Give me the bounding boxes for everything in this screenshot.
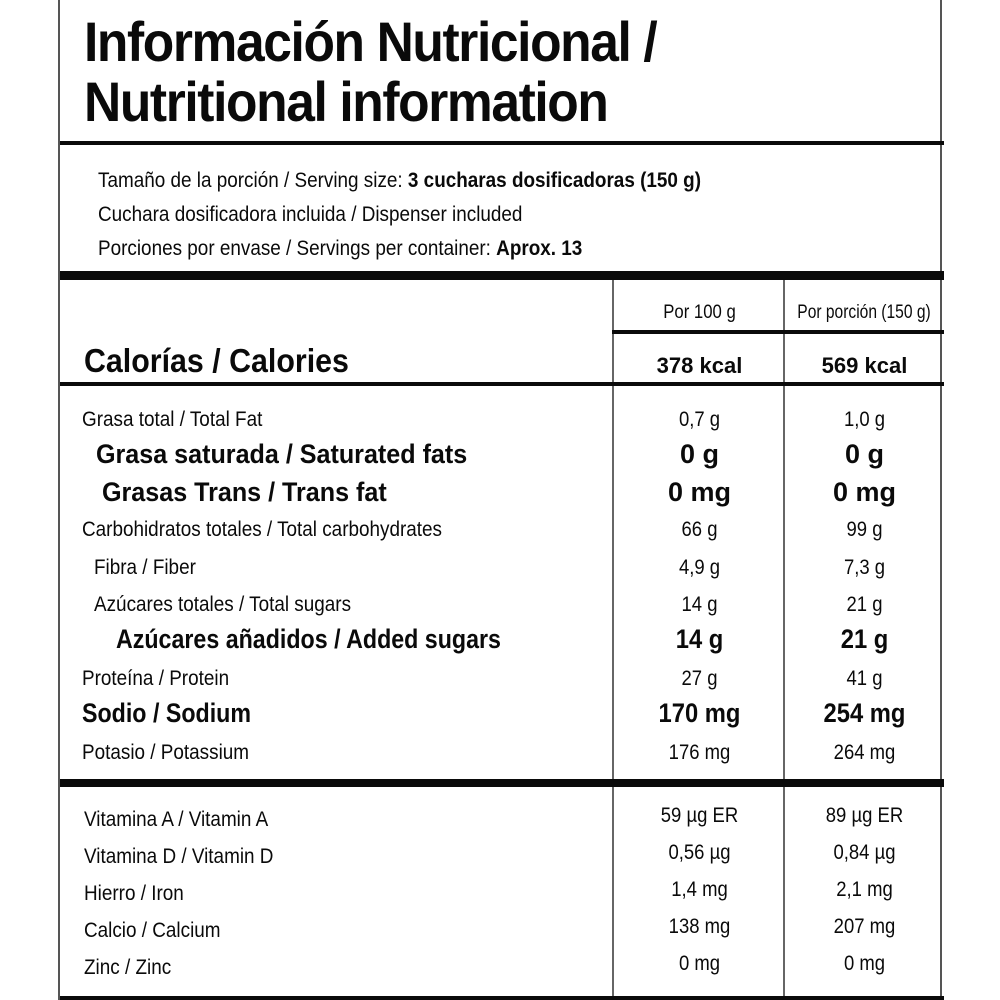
nutrient-name: Vitamina A / Vitamin A (84, 808, 269, 831)
nutrient-per-serving: 0 mg (832, 477, 897, 507)
nutrient-row-protein: Proteína / Protein 27 g 41 g (60, 667, 944, 703)
nutrient-name: Calcio / Calcium (84, 919, 221, 942)
nutrient-name: Zinc / Zinc (84, 956, 172, 979)
nutrient-per-serving: 99 g (846, 518, 883, 541)
serving-size-value: 3 cucharas dosificadoras (150 g) (407, 169, 701, 192)
nutrient-per-100g: 4,9 g (678, 556, 721, 579)
nutrient-row-saturated-fat: Grasa saturada / Saturated fats 0 g 0 g (60, 439, 944, 479)
nutrient-per-serving: 0 mg (843, 952, 886, 975)
nutrient-per-100g: 0 mg (678, 952, 721, 975)
nutrient-per-serving: 89 µg ER (825, 804, 904, 827)
nutrient-name: Grasa total / Total Fat (82, 408, 263, 431)
serving-size-label: Tamaño de la porción / Serving size: (98, 169, 408, 192)
nutrient-per-serving: 2,1 mg (836, 878, 893, 901)
title-line-1: Información Nutricional / (84, 10, 658, 73)
serving-size: Tamaño de la porción / Serving size: 3 c… (98, 169, 701, 193)
nutrient-per-100g: 0 g (679, 439, 719, 469)
nutrient-per-100g: 14 g (675, 624, 724, 654)
calories-label: Calorías / Calories (84, 342, 349, 379)
micronutrient-row-vitamin-a: Vitamina A / Vitamin A 59 µg ER 89 µg ER (60, 804, 944, 844)
nutrient-row-sodium: Sodio / Sodium 170 mg 254 mg (60, 698, 944, 738)
nutrient-per-serving: 264 mg (833, 741, 896, 764)
nutrient-per-100g: 176 mg (668, 741, 731, 764)
nutrient-per-100g: 1,4 mg (671, 878, 728, 901)
nutrient-per-100g: 0,7 g (678, 408, 721, 431)
nutrient-name: Azúcares totales / Total sugars (94, 593, 352, 616)
nutrient-per-100g: 14 g (681, 593, 718, 616)
column-header-divider (612, 330, 944, 334)
nutrient-name: Vitamina D / Vitamin D (84, 845, 274, 868)
micronutrient-row-vitamin-d: Vitamina D / Vitamin D 0,56 µg 0,84 µg (60, 841, 944, 881)
title-divider (60, 141, 944, 145)
nutrient-per-100g: 66 g (681, 518, 718, 541)
nutrition-label: Información Nutricional / Nutritional in… (58, 0, 944, 1000)
nutrient-per-100g: 170 mg (658, 698, 741, 728)
nutrient-per-serving: 7,3 g (843, 556, 886, 579)
column-header-per-serving: Por porción (150 g) (797, 302, 931, 323)
nutrient-name: Proteína / Protein (82, 667, 230, 690)
dispenser-note: Cuchara dosificadora incluida / Dispense… (98, 203, 523, 226)
nutrient-name: Hierro / Iron (84, 882, 184, 905)
micronutrient-row-calcium: Calcio / Calcium 138 mg 207 mg (60, 915, 944, 955)
nutrient-row-fiber: Fibra / Fiber 4,9 g 7,3 g (60, 556, 944, 592)
nutrient-row-added-sugars: Azúcares añadidos / Added sugars 14 g 21… (60, 624, 944, 664)
nutrient-per-100g: 0,56 µg (668, 841, 731, 864)
nutrient-per-100g: 27 g (681, 667, 718, 690)
column-divider-2 (783, 280, 785, 1000)
nutrient-per-serving: 0 g (844, 439, 884, 469)
nutrient-name: Potasio / Potassium (82, 741, 250, 764)
servings-per-container: Porciones por envase / Servings per cont… (98, 237, 582, 261)
nutrient-per-serving: 0,84 µg (833, 841, 896, 864)
nutrient-per-100g: 59 µg ER (660, 804, 739, 827)
nutrient-name: Sodio / Sodium (82, 698, 251, 728)
nutrient-per-100g: 0 mg (667, 477, 732, 507)
calories-per-serving: 569 kcal (821, 353, 908, 378)
micronutrient-row-zinc: Zinc / Zinc 0 mg 0 mg (60, 952, 944, 992)
nutrient-row-trans-fat: Grasas Trans / Trans fat 0 mg 0 mg (60, 477, 944, 517)
nutrient-row-total-carbs: Carbohidratos totales / Total carbohydra… (60, 518, 944, 554)
nutrient-per-serving: 254 mg (823, 698, 906, 728)
nutrient-per-serving: 41 g (846, 667, 883, 690)
nutrient-per-serving: 1,0 g (843, 408, 886, 431)
nutrient-row-total-sugars: Azúcares totales / Total sugars 14 g 21 … (60, 593, 944, 629)
nutrient-name: Fibra / Fiber (94, 556, 196, 579)
nutrient-per-serving: 207 mg (833, 915, 896, 938)
calories-per-100g: 378 kcal (656, 353, 743, 378)
nutrient-row-total-fat: Grasa total / Total Fat 0,7 g 1,0 g (60, 408, 944, 444)
serving-divider (60, 271, 944, 280)
nutrient-name: Grasas Trans / Trans fat (102, 477, 387, 507)
column-header-per-100g: Por 100 g (663, 302, 736, 323)
title-line-2: Nutritional information (84, 70, 609, 133)
bottom-border (60, 996, 944, 1000)
calories-divider (60, 382, 944, 386)
nutrient-row-potassium: Potasio / Potassium 176 mg 264 mg (60, 741, 944, 777)
servings-per-container-label: Porciones por envase / Servings per cont… (98, 237, 497, 260)
nutrient-per-serving: 21 g (846, 593, 883, 616)
micronutrient-row-iron: Hierro / Iron 1,4 mg 2,1 mg (60, 878, 944, 918)
column-divider-1 (612, 280, 614, 1000)
servings-per-container-value: Aprox. 13 (496, 237, 583, 260)
micronutrient-divider (60, 779, 944, 787)
nutrient-name: Carbohidratos totales / Total carbohydra… (82, 518, 443, 541)
nutrient-per-100g: 138 mg (668, 915, 731, 938)
nutrient-name: Azúcares añadidos / Added sugars (116, 624, 501, 654)
nutrient-per-serving: 21 g (840, 624, 889, 654)
nutrient-name: Grasa saturada / Saturated fats (96, 439, 468, 469)
